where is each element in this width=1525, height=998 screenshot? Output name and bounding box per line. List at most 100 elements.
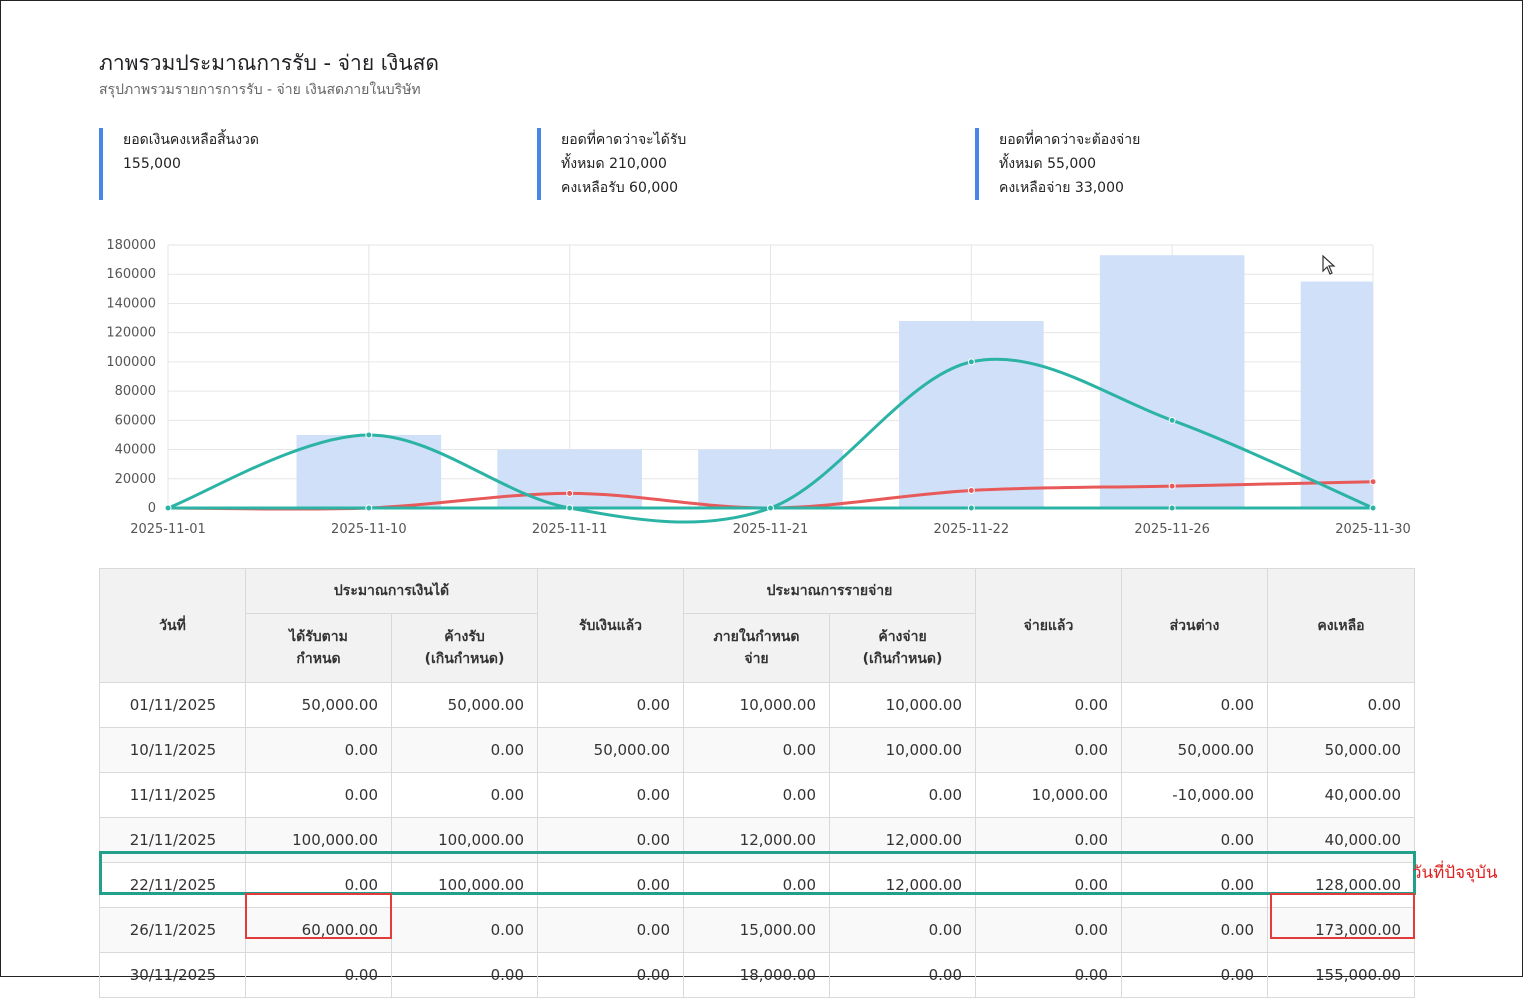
cell-value: 0.00	[245, 772, 392, 818]
stat-expected-receive: ยอดที่คาดว่าจะได้รับ ทั้งหมด 210,000 คงเ…	[537, 128, 686, 200]
cell-value: 0.00	[829, 772, 976, 818]
series-point	[566, 489, 574, 497]
x-tick-label: 2025-11-01	[130, 522, 206, 537]
header-expense-due: ภายในกำหนด จ่าย	[683, 613, 830, 683]
header-expense-overdue: ค้างจ่าย (เกินกำหนด)	[829, 613, 976, 683]
cell-date: 26/11/2025	[99, 907, 246, 953]
table-row: 26/11/2025 60,000.00 0.00 0.00 15,000.00 0.00…	[99, 907, 1415, 953]
cell-value: 0.00	[975, 727, 1122, 773]
bar	[698, 449, 843, 508]
cell-value: 10,000.00	[829, 727, 976, 773]
cell-value: 0.00	[537, 907, 684, 953]
cell-value: 12,000.00	[829, 817, 976, 863]
cell-date: 10/11/2025	[99, 727, 246, 773]
series-point	[1168, 482, 1176, 490]
x-tick-label: 2025-11-26	[1134, 522, 1210, 537]
cell-value: 10,000.00	[829, 682, 976, 728]
bar	[1300, 281, 1373, 508]
y-tick-label: 0	[148, 501, 156, 516]
stat-expected-pay: ยอดที่คาดว่าจะต้องจ่าย ทั้งหมด 55,000 คง…	[975, 128, 1140, 200]
cell-value: 155,000.00	[1267, 952, 1415, 998]
cell-date: 30/11/2025	[99, 952, 246, 998]
header-income-group: ประมาณการเงินได้	[245, 568, 538, 614]
mouse-cursor-icon	[1322, 254, 1336, 279]
cell-value: 100,000.00	[391, 817, 538, 863]
series-point	[365, 431, 373, 439]
cell-value: 0.00	[683, 727, 830, 773]
cell-value: 50,000.00	[1267, 727, 1415, 773]
cell-value: 0.00	[537, 817, 684, 863]
cell-value: 50,000.00	[537, 727, 684, 773]
bar	[296, 434, 442, 508]
series-point	[967, 358, 975, 366]
header-date: วันที่	[99, 568, 246, 683]
cell-value: 0.00	[391, 772, 538, 818]
header-income-due: ได้รับตาม กำหนด	[245, 613, 392, 683]
cell-value: 50,000.00	[391, 682, 538, 728]
stat-label: ยอดเงินคงเหลือสิ้นงวด	[123, 132, 260, 148]
cell-value: 40,000.00	[1267, 772, 1415, 818]
header-paid: จ่ายแล้ว	[975, 568, 1122, 683]
cell-value: 0.00	[537, 682, 684, 728]
cell-value: 0.00	[1121, 817, 1268, 863]
cell-value: 0.00	[1121, 952, 1268, 998]
header-diff: ส่วนต่าง	[1121, 568, 1268, 683]
stat-label: ยอดที่คาดว่าจะได้รับ	[561, 132, 687, 148]
table-row: 21/11/2025 100,000.00 100,000.00 0.00 12,000…	[99, 817, 1415, 863]
page-subtitle: สรุปภาพรวมรายการการรับ - จ่าย เงินสดภายใ…	[99, 82, 421, 98]
y-tick-label: 180000	[106, 238, 156, 253]
cell-value: 0.00	[245, 952, 392, 998]
x-tick-label: 2025-11-21	[733, 522, 809, 537]
stat-remaining: คงเหลือรับ 60,000	[561, 180, 679, 196]
series-point	[566, 504, 574, 512]
cell-value: -10,000.00	[1121, 772, 1268, 818]
series-point	[1168, 416, 1176, 424]
cell-value: 50,000.00	[245, 682, 392, 728]
cell-value: 0.00	[829, 907, 976, 953]
cell-value: 0.00	[1121, 682, 1268, 728]
stat-label: ยอดที่คาดว่าจะต้องจ่าย	[999, 132, 1141, 148]
x-tick-label: 2025-11-30	[1335, 522, 1411, 537]
y-tick-label: 40000	[115, 443, 156, 458]
cell-value: 0.00	[975, 817, 1122, 863]
series-point	[967, 486, 975, 494]
stat-value: 155,000	[123, 156, 181, 172]
cell-value: 0.00	[391, 952, 538, 998]
x-tick-label: 2025-11-11	[532, 522, 608, 537]
cashflow-chart: 0 20000 40000 60000 80000 100000 120000 140000 1…	[106, 238, 1411, 537]
stat-value: ทั้งหมด 55,000	[999, 156, 1097, 172]
stat-value: ทั้งหมด 210,000	[561, 156, 667, 172]
x-tick-label: 2025-11-10	[331, 522, 407, 537]
stat-remaining: คงเหลือจ่าย 33,000	[999, 180, 1124, 196]
table-row: 01/11/2025 50,000.00 50,000.00 0.00 10,000.0…	[99, 682, 1415, 728]
table-body: 01/11/2025 50,000.00 50,000.00 0.00 10,000.0…	[99, 682, 1415, 998]
cell-value: 15,000.00	[683, 907, 830, 953]
header-income-overdue: ค้างรับ (เกินกำหนด)	[391, 613, 538, 683]
cell-value: 0.00	[1267, 682, 1415, 728]
cell-value: 0.00	[975, 682, 1122, 728]
series-point	[767, 504, 774, 512]
cell-date: 21/11/2025	[99, 817, 246, 863]
cell-value: 0.00	[683, 862, 830, 908]
cell-value: 0.00	[537, 952, 684, 998]
cell-value: 10,000.00	[683, 682, 830, 728]
cell-date: 01/11/2025	[99, 682, 246, 728]
cell-value: 0.00	[245, 727, 392, 773]
cell-value: 0.00	[1121, 862, 1268, 908]
table-row: 11/11/2025 0.00 0.00 0.00 0.00 0.00 10,000.00-…	[99, 772, 1415, 818]
cell-value: 0.00	[829, 952, 976, 998]
y-tick-label: 160000	[106, 267, 156, 282]
series-point	[1369, 478, 1377, 486]
cell-date: 22/11/2025	[99, 862, 246, 908]
series-point	[967, 504, 975, 512]
cell-date: 11/11/2025	[99, 772, 246, 818]
cell-value: 12,000.00	[829, 862, 976, 908]
cell-value: 0.00	[975, 952, 1122, 998]
cell-value: 100,000.00	[391, 862, 538, 908]
cell-value: 0.00	[975, 907, 1122, 953]
cell-value: 173,000.00	[1267, 907, 1415, 953]
header-balance: คงเหลือ	[1267, 568, 1415, 683]
series-point	[365, 504, 373, 512]
cell-value: 0.00	[245, 862, 392, 908]
header-received: รับเงินแล้ว	[537, 568, 684, 683]
